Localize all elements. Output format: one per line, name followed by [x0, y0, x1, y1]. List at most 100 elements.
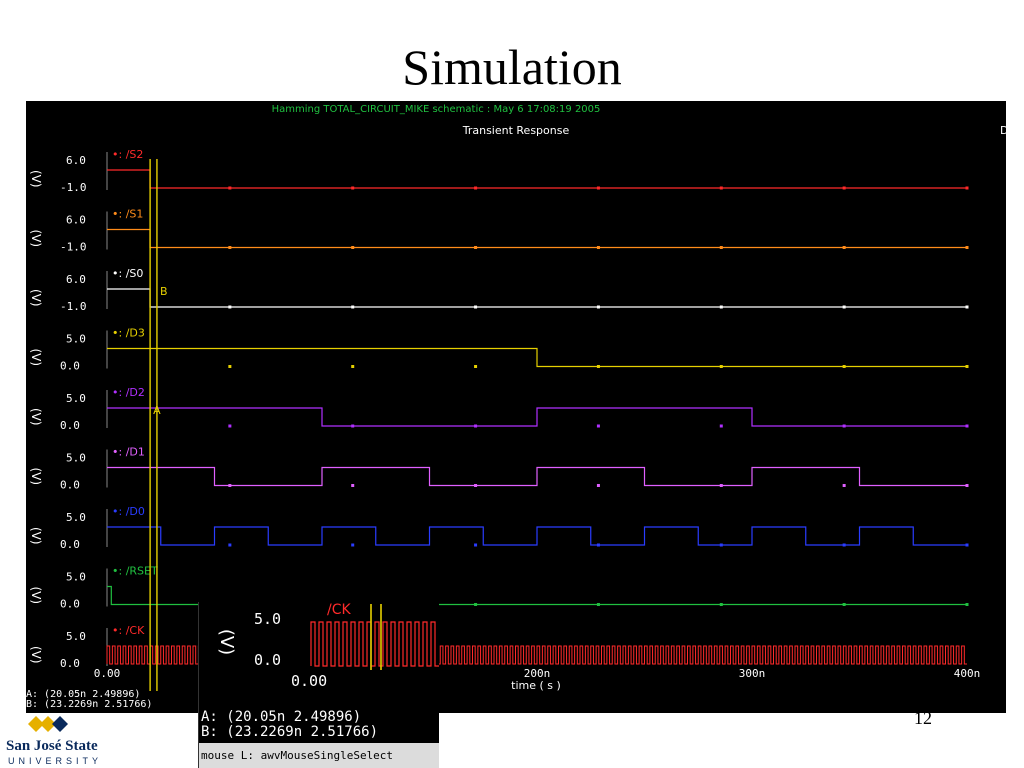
marker-d3 — [842, 365, 846, 368]
marker-d1 — [351, 484, 355, 487]
window-header: Hamming TOTAL_CIRCUIT_MIKE schematic : M… — [272, 104, 601, 115]
ytick-bottom-d0: 0.0 — [60, 538, 80, 551]
marker-s2 — [842, 186, 846, 190]
marker-d0 — [351, 543, 355, 547]
marker-d1 — [842, 484, 846, 487]
ylabel-rset: (V) — [29, 587, 43, 605]
trace-d0: (V) 5.0 0.0 •: /D0 — [29, 505, 969, 551]
marker-d0 — [965, 543, 969, 547]
marker-s0 — [474, 305, 478, 309]
ytick-bottom-d1: 0.0 — [60, 479, 80, 492]
waveform-s1 — [107, 228, 967, 249]
waveform-d3 — [107, 347, 967, 368]
waveform-s0 — [107, 288, 967, 308]
marker-s2 — [596, 186, 600, 190]
signal-label-d0: •: /D0 — [112, 505, 145, 518]
cursor-a-label: A — [153, 404, 161, 417]
waveform-d0 — [107, 526, 967, 546]
cursor-b-readout: B: (23.2269n 2.51766) — [26, 699, 153, 710]
marker-rset — [719, 603, 723, 606]
page-number: 12 — [914, 708, 932, 728]
window-edge-glyph: D — [1000, 124, 1006, 137]
zoom-xtick: 0.00 — [291, 672, 327, 690]
ytick-top-s2: 6.0 — [66, 154, 86, 167]
trace-rset: (V) 5.0 0.0 •: /RSET — [29, 565, 969, 611]
marker-s1 — [474, 246, 478, 249]
waveform-plot[interactable]: Hamming TOTAL_CIRCUIT_MIKE schematic : M… — [26, 101, 1006, 713]
ylabel-s2: (V) — [29, 170, 43, 188]
marker-d2 — [228, 424, 232, 428]
marker-s1 — [719, 246, 723, 249]
zoom-cursor-b: B: (23.2269n 2.51766) — [201, 724, 379, 740]
marker-d1 — [596, 484, 600, 487]
marker-d2 — [351, 424, 355, 428]
signal-label-d1: •: /D1 — [112, 446, 145, 459]
waveform-rset — [107, 585, 967, 606]
marker-s2 — [351, 186, 355, 190]
marker-d2 — [965, 424, 969, 428]
marker-s2 — [228, 186, 232, 190]
cursor-a-readout: A: (20.05n 2.49896) — [26, 689, 141, 700]
zoom-cursor-readout: A: (20.05n 2.49896) B: (23.2269n 2.51766… — [201, 710, 378, 740]
ytick-top-d0: 5.0 — [66, 511, 86, 524]
mouse-status-bar: mouse L: awvMouseSingleSelect — [199, 743, 439, 768]
marker-d2 — [596, 424, 600, 428]
marker-d3 — [596, 365, 600, 368]
ylabel-d0: (V) — [29, 527, 43, 545]
marker-d3 — [474, 365, 478, 368]
ytick-bottom-s2: -1.0 — [60, 181, 87, 194]
marker-d2 — [842, 424, 846, 428]
zoom-window[interactable]: (V) 5.0 0.0 0.00 /CK A: (20.05n 2.49896)… — [198, 602, 439, 768]
plot-subtitle: Transient Response — [462, 124, 570, 137]
marker-s1 — [228, 246, 232, 249]
zoom-ylabel: (V) — [216, 629, 237, 655]
cursor-readout: A: (20.05n 2.49896) B: (23.2269n 2.51766… — [26, 690, 152, 710]
marker-s0 — [596, 305, 600, 309]
waveform-window[interactable]: Hamming TOTAL_CIRCUIT_MIKE schematic : M… — [26, 101, 1006, 713]
trace-s1: (V) 6.0 -1.0 •: /S1 — [29, 208, 969, 254]
ytick-top-rset: 5.0 — [66, 571, 86, 584]
marker-d2 — [474, 424, 478, 428]
ylabel-d3: (V) — [29, 349, 43, 367]
ylabel-ck: (V) — [29, 646, 43, 664]
marker-rset — [842, 603, 846, 606]
ytick-top-d1: 5.0 — [66, 452, 86, 465]
marker-d3 — [965, 365, 969, 368]
university-logo: San José State UNIVERSITY — [6, 712, 106, 768]
signal-label-ck: •: /CK — [112, 624, 145, 637]
zoom-ytick-top: 5.0 — [254, 610, 281, 628]
waveform-d2 — [107, 407, 967, 427]
marker-d1 — [228, 484, 232, 487]
trace-d2: (V) 5.0 0.0 •: /D2 — [29, 386, 969, 432]
ytick-bottom-rset: 0.0 — [60, 598, 80, 611]
ytick-bottom-d2: 0.0 — [60, 419, 80, 432]
signal-label-s2: •: /S2 — [112, 148, 143, 161]
xtick-2: 300n — [739, 667, 766, 680]
logo-university: UNIVERSITY — [8, 756, 103, 766]
ytick-top-s1: 6.0 — [66, 214, 86, 227]
ylabel-s0: (V) — [29, 289, 43, 307]
signal-label-s0: •: /S0 — [112, 267, 143, 280]
marker-d2 — [719, 424, 723, 428]
marker-s2 — [719, 186, 723, 190]
signal-label-rset: •: /RSET — [112, 565, 158, 578]
marker-s1 — [596, 246, 600, 249]
zoom-plot[interactable]: (V) 5.0 0.0 0.00 /CK — [199, 602, 439, 712]
marker-s1 — [842, 246, 846, 249]
ylabel-d2: (V) — [29, 408, 43, 426]
xaxis-label: time ( s ) — [511, 679, 561, 692]
trace-d1: (V) 5.0 0.0 •: /D1 — [29, 446, 969, 492]
trace-d3: (V) 5.0 0.0 •: /D3 — [29, 327, 969, 373]
marker-s2 — [474, 186, 478, 190]
marker-d1 — [965, 484, 969, 487]
ytick-top-d3: 5.0 — [66, 333, 86, 346]
marker-s1 — [965, 246, 969, 249]
marker-s1 — [351, 246, 355, 249]
ytick-bottom-s1: -1.0 — [60, 241, 87, 254]
trace-ck: (V) 5.0 0.0 •: /CK — [29, 624, 967, 670]
ylabel-s1: (V) — [29, 230, 43, 248]
slide-title: Simulation — [402, 39, 622, 95]
marker-d0 — [596, 543, 600, 547]
marker-rset — [596, 603, 600, 606]
xtick-1: 200n — [524, 667, 551, 680]
